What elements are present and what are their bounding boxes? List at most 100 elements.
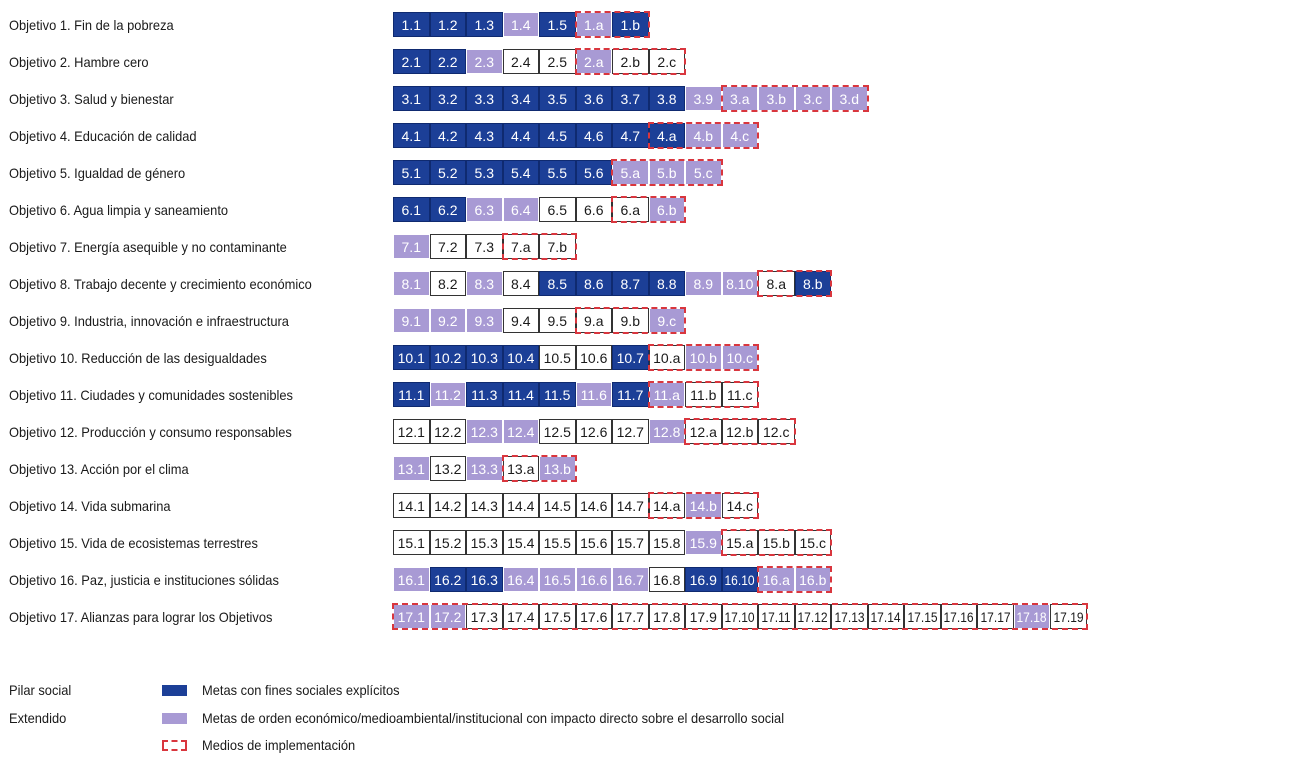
target-cell: 8.4: [503, 271, 540, 296]
target-cell: 4.1: [393, 123, 430, 148]
target-cell: 10.5: [539, 345, 576, 370]
goal-label: Objetivo 12. Producción y consumo respon…: [9, 413, 292, 450]
target-cell: 15.7: [612, 530, 649, 555]
target-cell: 6.6: [576, 197, 613, 222]
target-cell: 17.4: [503, 604, 540, 629]
target-cell: 6.4: [503, 197, 540, 222]
target-cell: 11.2: [430, 382, 467, 407]
target-cell: 5.6: [576, 160, 613, 185]
target-cell: 4.6: [576, 123, 613, 148]
target-cell: 3.7: [612, 86, 649, 111]
target-cell: 6.3: [466, 197, 503, 222]
target-cell: 14.4: [503, 493, 540, 518]
legend-extended-swatch: [162, 713, 187, 724]
target-cell: 8.3: [466, 271, 503, 296]
target-cell: 10.b: [685, 345, 722, 370]
target-cell: 1.5: [539, 12, 576, 37]
target-cell: 7.2: [430, 234, 467, 259]
target-cell: 3.9: [685, 86, 722, 111]
target-cell: 3.a: [722, 86, 759, 111]
target-cell: 13.a: [503, 456, 540, 481]
target-cell: 16.a: [758, 567, 795, 592]
goal-label: Objetivo 13. Acción por el clima: [9, 450, 189, 487]
goal-label: Objetivo 16. Paz, justicia e institucion…: [9, 561, 279, 598]
target-cell: 8.2: [430, 271, 467, 296]
target-cell: 4.5: [539, 123, 576, 148]
target-cell: 15.9: [685, 530, 722, 555]
target-cell: 14.c: [722, 493, 759, 518]
target-cell: 17.9: [685, 604, 722, 629]
target-cell: 17.3: [466, 604, 503, 629]
target-cell: 14.6: [576, 493, 613, 518]
goal-label: Objetivo 4. Educación de calidad: [9, 117, 197, 154]
target-cell: 14.a: [649, 493, 686, 518]
target-cell: 17.8: [649, 604, 686, 629]
goal-label: Objetivo 7. Energía asequible y no conta…: [9, 228, 287, 265]
target-cell: 9.a: [576, 308, 613, 333]
target-cell: 12.b: [722, 419, 759, 444]
target-cell: 2.5: [539, 49, 576, 74]
target-cell: 10.4: [503, 345, 540, 370]
goal-label: Objetivo 10. Reducción de las desigualda…: [9, 339, 267, 376]
target-cell: 5.4: [503, 160, 540, 185]
target-cell: 12.8: [649, 419, 686, 444]
target-cell: 1.b: [612, 12, 649, 37]
target-cell: 3.4: [503, 86, 540, 111]
target-cell: 8.b: [795, 271, 832, 296]
target-cell: 5.1: [393, 160, 430, 185]
target-cell: 14.3: [466, 493, 503, 518]
target-cell: 9.1: [393, 308, 430, 333]
target-cell: 16.10: [722, 567, 759, 592]
target-cell: 3.b: [758, 86, 795, 111]
target-cell: 11.c: [722, 382, 759, 407]
target-cell: 13.1: [393, 456, 430, 481]
target-cell: 8.10: [722, 271, 759, 296]
target-cell: 17.15: [904, 604, 941, 629]
target-cell: 4.c: [722, 123, 759, 148]
target-cell: 12.5: [539, 419, 576, 444]
target-cell: 6.a: [612, 197, 649, 222]
target-cell: 17.12: [795, 604, 832, 629]
target-cell: 3.3: [466, 86, 503, 111]
target-cell: 6.5: [539, 197, 576, 222]
target-cell: 7.a: [503, 234, 540, 259]
target-cell: 13.2: [430, 456, 467, 481]
target-cell: 17.6: [576, 604, 613, 629]
target-cell: 13.3: [466, 456, 503, 481]
target-cell: 15.2: [430, 530, 467, 555]
target-cell: 15.5: [539, 530, 576, 555]
target-cell: 16.6: [576, 567, 613, 592]
target-cell: 1.2: [430, 12, 467, 37]
target-cell: 8.6: [576, 271, 613, 296]
target-cell: 4.3: [466, 123, 503, 148]
target-cell: 15.1: [393, 530, 430, 555]
target-cell: 11.5: [539, 382, 576, 407]
legend-social-text: Metas con fines sociales explícitos: [202, 682, 400, 698]
legend-implementation-text: Medios de implementación: [202, 737, 355, 753]
target-cell: 15.3: [466, 530, 503, 555]
goal-label: Objetivo 15. Vida de ecosistemas terrest…: [9, 524, 258, 561]
target-cell: 3.1: [393, 86, 430, 111]
goal-label: Objetivo 1. Fin de la pobreza: [9, 6, 174, 43]
target-cell: 17.19: [1050, 604, 1087, 629]
target-cell: 5.5: [539, 160, 576, 185]
target-cell: 4.7: [612, 123, 649, 148]
target-cell: 11.b: [685, 382, 722, 407]
goal-label: Objetivo 3. Salud y bienestar: [9, 80, 174, 117]
legend-social-label: Pilar social: [9, 682, 149, 698]
target-cell: 15.4: [503, 530, 540, 555]
target-cell: 3.6: [576, 86, 613, 111]
target-cell: 17.13: [831, 604, 868, 629]
goal-label: Objetivo 6. Agua limpia y saneamiento: [9, 191, 228, 228]
target-cell: 5.3: [466, 160, 503, 185]
target-cell: 3.5: [539, 86, 576, 111]
target-cell: 2.b: [612, 49, 649, 74]
target-cell: 15.b: [758, 530, 795, 555]
target-cell: 7.3: [466, 234, 503, 259]
target-cell: 1.3: [466, 12, 503, 37]
target-cell: 16.b: [795, 567, 832, 592]
target-cell: 12.2: [430, 419, 467, 444]
target-cell: 17.10: [722, 604, 759, 629]
target-cell: 2.4: [503, 49, 540, 74]
target-cell: 15.8: [649, 530, 686, 555]
